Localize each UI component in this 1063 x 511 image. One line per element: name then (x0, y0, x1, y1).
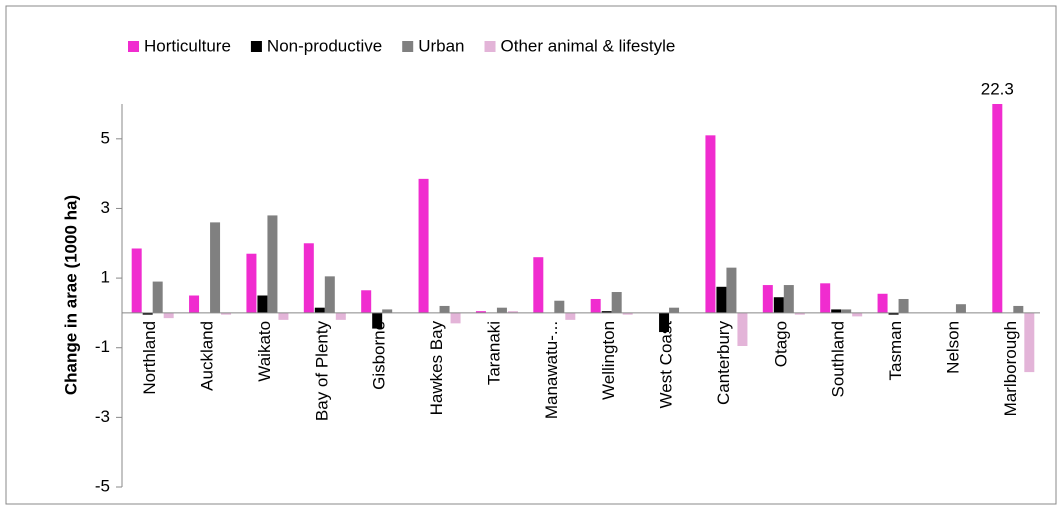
bar (246, 253, 257, 313)
bar (303, 243, 314, 313)
bar (152, 281, 163, 313)
bar (820, 283, 831, 313)
legend-label: Horticulture (144, 36, 231, 55)
bar (852, 312, 863, 317)
bar (590, 298, 601, 313)
x-tick-label: Tasman (886, 321, 905, 381)
y-tick-label: -1 (95, 337, 110, 356)
x-tick-label: Otago (771, 321, 790, 367)
bar (533, 257, 544, 313)
bar (361, 290, 372, 313)
x-tick-label: Canterbury (714, 320, 733, 405)
bar (659, 312, 670, 333)
bar (898, 298, 909, 313)
bar (783, 285, 794, 313)
bar (1013, 305, 1024, 313)
bar (726, 267, 737, 313)
bar (705, 135, 716, 313)
bar (669, 307, 680, 313)
bar (565, 312, 576, 320)
bar (210, 222, 221, 313)
y-tick-label: 3 (101, 198, 110, 217)
bar (773, 297, 784, 313)
x-tick-label: Wellington (599, 321, 618, 400)
chart-border (5, 5, 1057, 505)
x-tick-label: Auckland (198, 321, 217, 391)
bar (496, 307, 507, 313)
y-tick-label: 1 (101, 268, 110, 287)
bar (189, 295, 200, 313)
x-tick-label: Hawkes Bay (427, 320, 446, 415)
bar (554, 300, 565, 313)
x-tick-label: Gisborne (370, 321, 389, 390)
legend-label: Urban (418, 36, 464, 55)
bar (221, 312, 232, 315)
bar (611, 292, 622, 313)
bar (314, 307, 325, 313)
y-tick-label: -3 (95, 407, 110, 426)
bar (716, 286, 727, 313)
legend-swatch (484, 41, 496, 52)
bar (335, 312, 346, 320)
bar (622, 312, 633, 315)
bar (831, 309, 842, 313)
x-tick-label: Nelson (943, 321, 962, 374)
bar (439, 305, 450, 313)
data-label: 22.3 (981, 79, 1014, 98)
bar (324, 276, 335, 313)
bar (142, 312, 153, 315)
bar (1024, 312, 1035, 373)
x-tick-label: Bay of Plenty (312, 320, 331, 421)
legend-swatch (402, 41, 414, 52)
x-tick-label: Northland (140, 321, 159, 395)
bar (382, 309, 393, 313)
x-tick-label: Southland (829, 321, 848, 398)
bar (475, 311, 486, 313)
x-tick-label: West Coast (657, 321, 676, 409)
plot-area (131, 104, 1035, 373)
bar (877, 293, 888, 313)
bar (163, 312, 174, 319)
x-tick-label: Manawatu-... (542, 321, 561, 419)
legend-swatch (128, 41, 139, 52)
x-tick-label: Marlborough (1001, 321, 1020, 416)
bar (257, 295, 268, 313)
bar (418, 178, 429, 313)
bar (450, 312, 461, 324)
bar (131, 248, 142, 313)
bar (992, 104, 1003, 313)
bar (507, 311, 518, 313)
y-axis-title: Change in arae (1000 ha) (61, 195, 80, 395)
legend-swatch (250, 41, 262, 52)
bar (841, 309, 852, 313)
bar (794, 312, 805, 315)
bar (372, 312, 383, 329)
y-tick-label: 5 (101, 128, 110, 147)
bar (267, 215, 278, 313)
y-tick-label: -5 (95, 476, 110, 495)
x-tick-label: Waikato (255, 321, 274, 382)
bar (278, 312, 289, 320)
legend-label: Other animal & lifestyle (501, 36, 676, 55)
bar (888, 312, 899, 315)
bar (762, 285, 773, 313)
legend-label: Non-productive (267, 36, 382, 55)
bar (737, 312, 748, 346)
x-tick-label: Taranaki (484, 321, 503, 385)
bar (955, 304, 966, 313)
bar (601, 311, 612, 313)
